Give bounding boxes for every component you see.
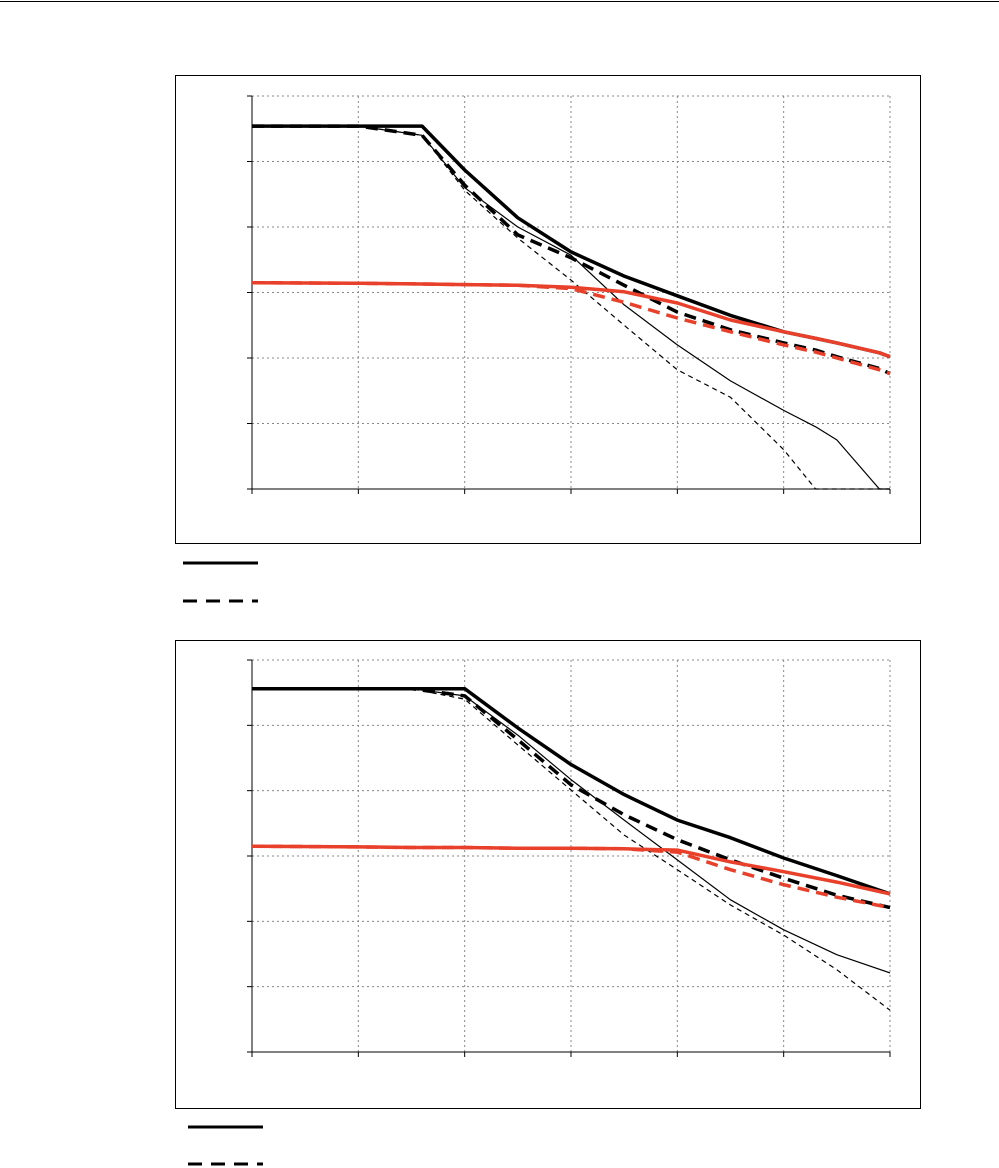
chart-frame	[175, 640, 921, 1109]
series-line	[252, 688, 891, 974]
chart-frame	[175, 75, 921, 544]
series-line	[252, 688, 891, 1011]
series-line	[251, 844, 891, 910]
series-line	[252, 125, 890, 490]
series-line	[251, 280, 891, 376]
